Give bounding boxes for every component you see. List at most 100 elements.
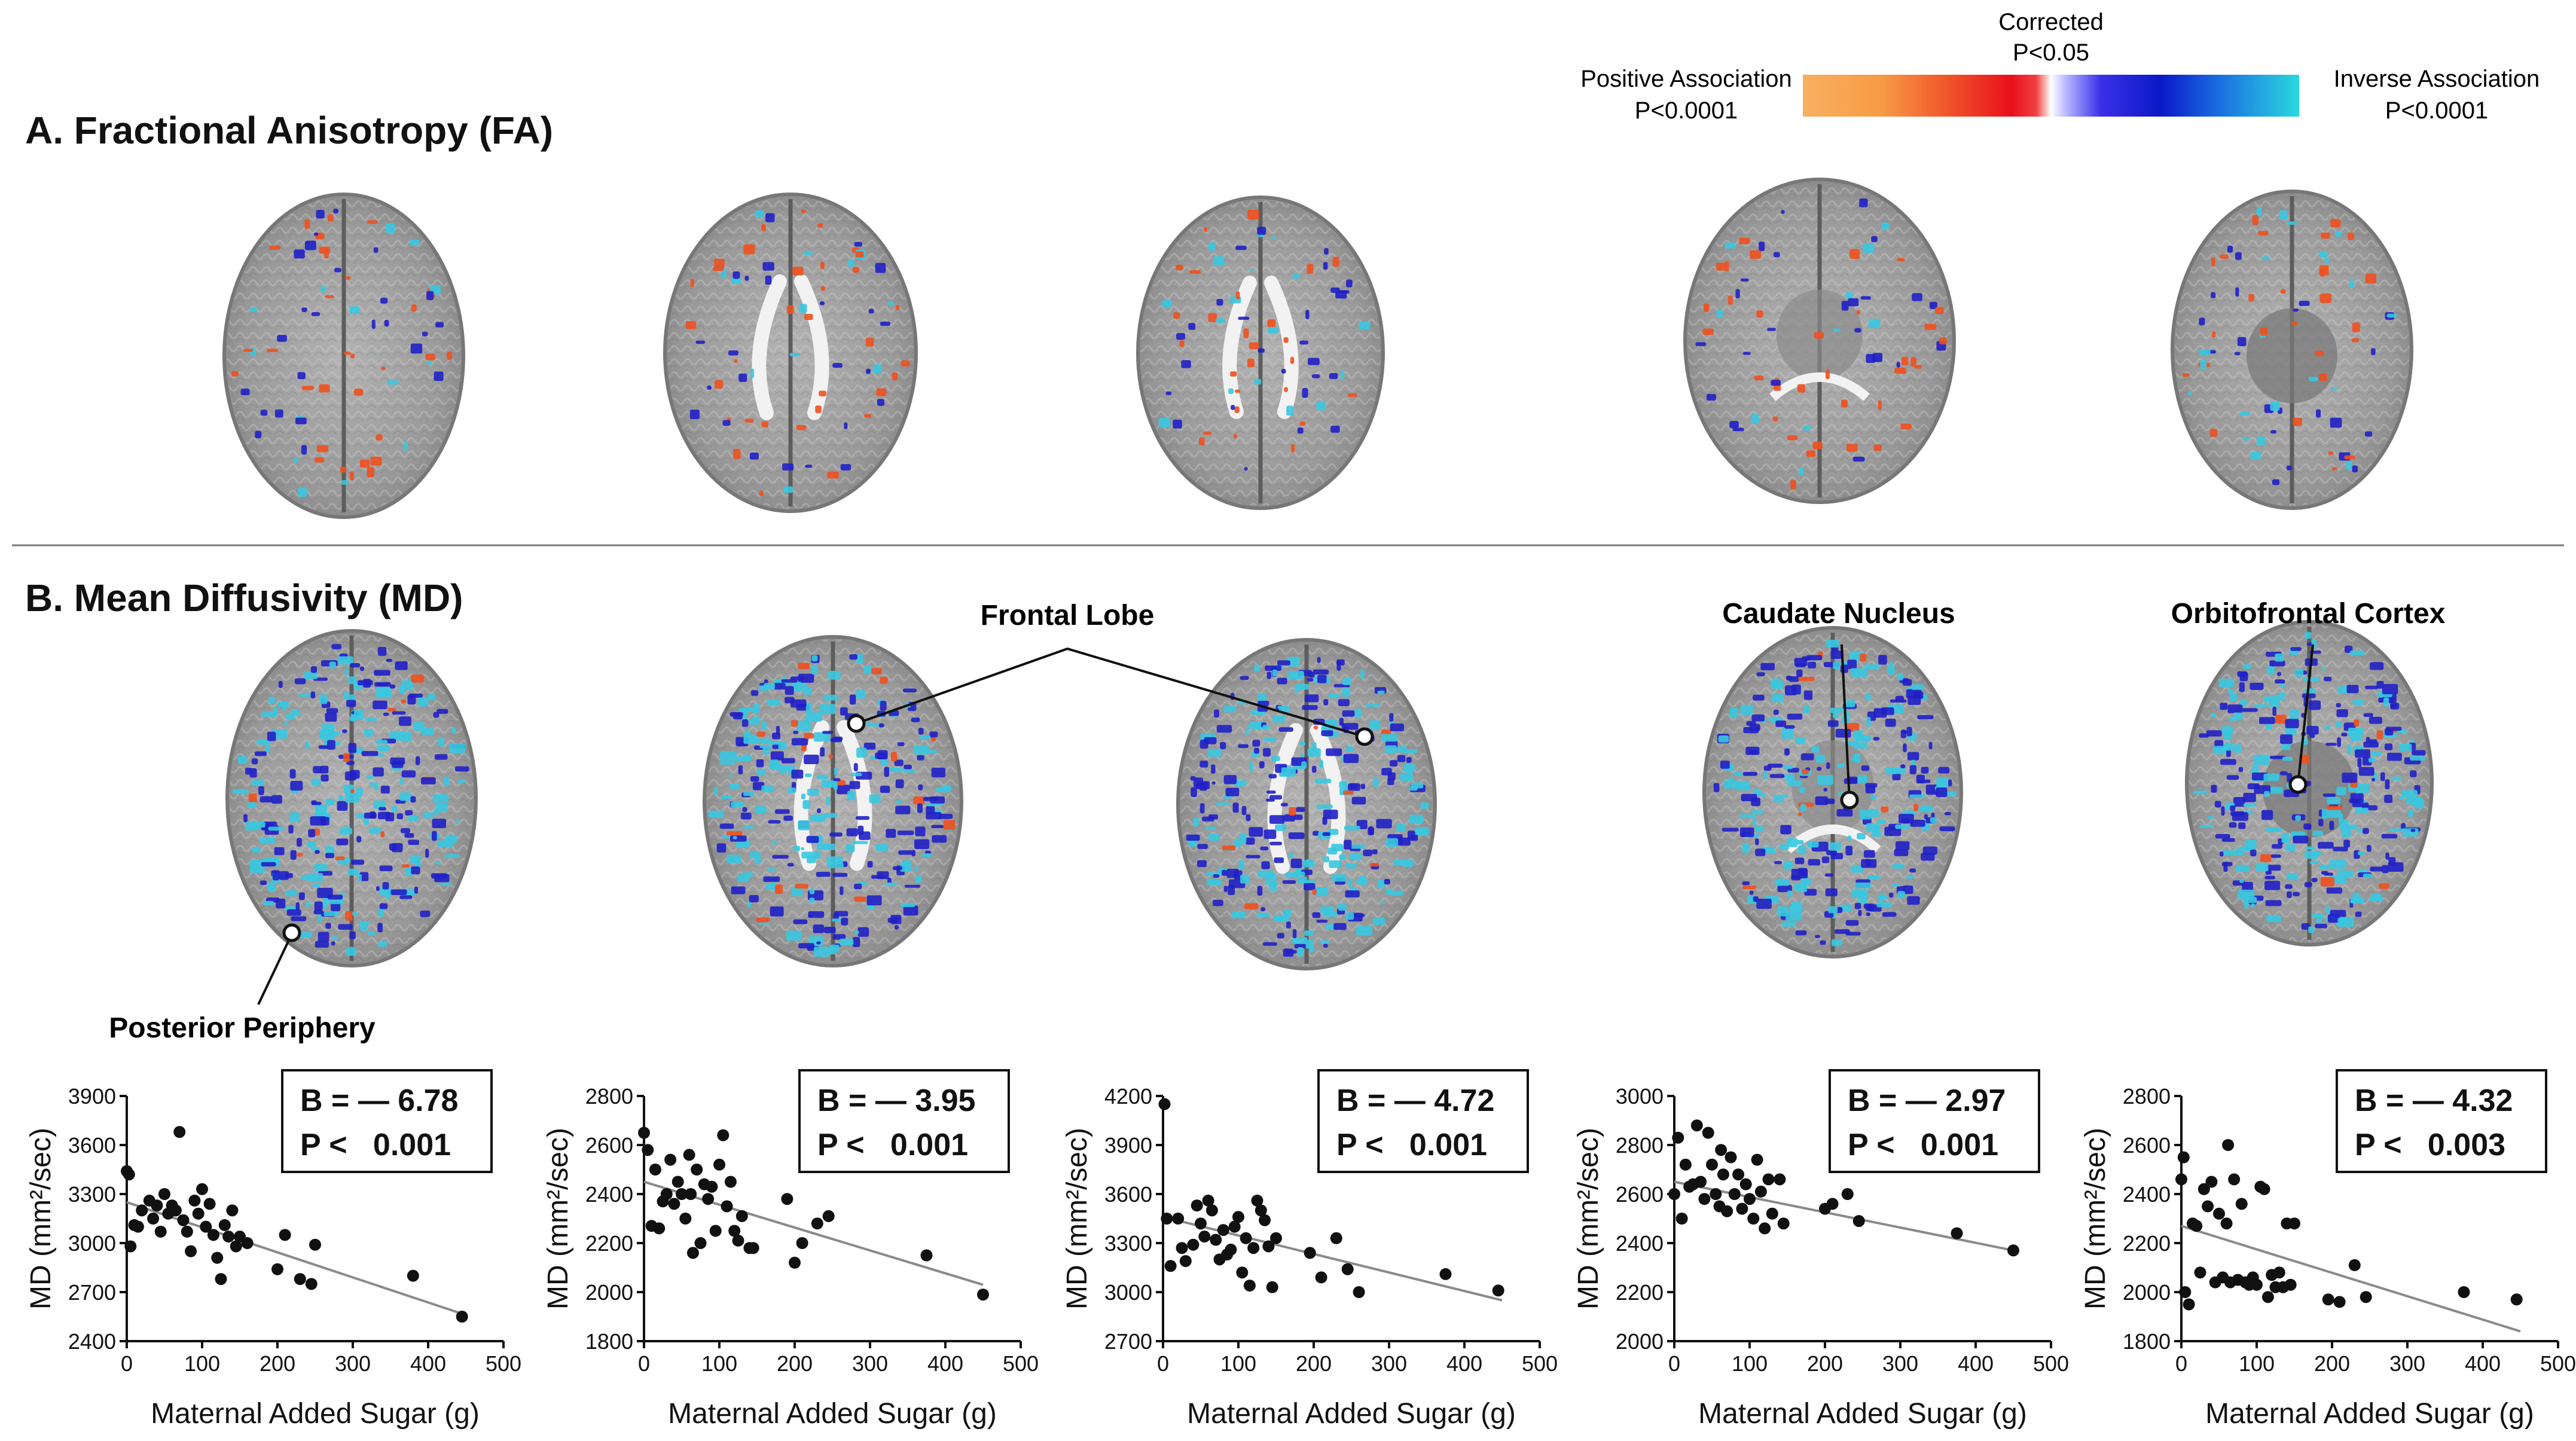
md-brain-slice-2-cluster <box>926 812 942 820</box>
md-brain-slice-2-cluster <box>856 816 870 820</box>
data-point <box>638 1126 650 1139</box>
md-brain-slice-2-cluster <box>779 767 787 774</box>
md-brain-slice-2-cluster <box>924 850 932 854</box>
md-brain-slice-3-cluster <box>1211 764 1216 774</box>
caudate-nucleus-label: Caudate Nucleus <box>1722 598 1955 630</box>
md-brain-slice-4-cluster <box>1877 819 1886 824</box>
data-point <box>1247 1242 1260 1254</box>
md-brain-slice-3-cluster <box>1265 874 1277 881</box>
md-brain-slice-1-cluster <box>386 658 393 663</box>
md-brain-slice-4-cluster <box>1753 694 1765 701</box>
md-brain-slice-1-cluster <box>365 718 377 721</box>
md-brain-slice-5-cluster <box>2250 682 2264 690</box>
md-brain-slice-3-cluster <box>1263 748 1271 757</box>
md-brain-slice-1-cluster <box>348 743 357 753</box>
fa-brain-slice-3-cluster <box>1272 236 1277 240</box>
fa-brain-slice-1-cluster <box>447 352 453 360</box>
data-point <box>1210 1234 1222 1246</box>
md-brain-slice-2-cluster <box>774 809 790 814</box>
md-brain-slice-3-cluster <box>1387 778 1394 786</box>
data-point <box>222 1231 235 1243</box>
md-brain-slice-2-cluster <box>731 801 744 808</box>
fa-brain-slice-2-cluster <box>722 420 731 426</box>
md-brain-slice-1-cluster <box>257 825 261 831</box>
x-tick-label: 400 <box>927 1351 963 1376</box>
md-brain-slice-2-cluster <box>823 813 837 818</box>
data-point <box>1161 1213 1173 1225</box>
md-brain-slice-3-cluster <box>1376 819 1392 829</box>
data-point <box>2202 1200 2214 1213</box>
md-brain-slice-3-cluster <box>1354 708 1362 718</box>
fa-brain-slice-4-cluster <box>1727 295 1733 305</box>
fa-brain-slice-4-cluster <box>1732 428 1744 432</box>
md-brain-slice-2-cluster <box>932 835 947 843</box>
md-brain-slice-5-cluster <box>2376 680 2384 689</box>
md-brain-slice-2-cluster <box>729 783 740 789</box>
md-brain-slice-1-cluster <box>444 854 460 858</box>
md-brain-slice-1-cluster <box>289 769 296 778</box>
md-brain-slice-2-cluster <box>809 888 815 894</box>
md-brain-slice-3-cluster <box>1234 838 1242 847</box>
data-point <box>2197 1183 2210 1195</box>
md-brain-slice-3-cluster <box>1299 741 1306 746</box>
md-brain-slice-3-cluster <box>1389 713 1394 722</box>
data-point <box>218 1219 231 1231</box>
md-brain-slice-3-cluster <box>1213 874 1220 878</box>
md-brain-slice-2-cluster <box>740 813 752 820</box>
md-brain-slice-2-cluster <box>772 732 781 740</box>
md-brain-slice-2-cluster <box>743 754 751 758</box>
md-brain-slice-5-cluster <box>2308 926 2315 933</box>
fa-brain-slice-1-cluster <box>386 223 395 234</box>
md-brain-slice-4-cluster <box>1756 672 1765 676</box>
md-brain-slice-4-cluster <box>1742 881 1750 886</box>
data-point <box>694 1237 707 1249</box>
md-brain-slice-3-cluster <box>1249 761 1253 772</box>
md-brain-slice-1-cluster <box>323 911 339 917</box>
md-brain-slice-3-cluster <box>1304 883 1316 891</box>
md-brain-slice-5-cluster <box>2221 806 2225 816</box>
md-brain-slice-2-cluster <box>743 791 755 796</box>
fa-brain-slice-4-cluster <box>1872 353 1883 362</box>
colorbar-positive-label: Positive Association <box>1580 66 1792 92</box>
md-brain-slice-2-cluster <box>791 886 803 896</box>
fa-brain-slice-5-cluster <box>2319 293 2331 303</box>
md-brain-slice-1-cluster <box>313 909 323 915</box>
fa-brain-slice-1-cluster <box>345 276 351 280</box>
fa-brain-slice-3-cluster <box>1290 356 1295 364</box>
md-brain-slice-5-cluster <box>2263 696 2278 703</box>
md-brain-slice-4-cluster <box>1921 806 1933 812</box>
md-brain-slice-4-cluster <box>1873 737 1880 741</box>
md-brain-slice-3-cluster <box>1323 944 1328 948</box>
md-brain-slice-3-cluster <box>1363 849 1372 856</box>
fa-brain-slice-5-cluster <box>2239 411 2250 416</box>
y-tick-label: 2200 <box>585 1231 633 1256</box>
fa-brain-slice-2-cluster <box>714 258 725 268</box>
md-brain-slice-4-cluster <box>1891 883 1900 887</box>
md-brain-slice-4-cluster <box>1794 737 1806 744</box>
md-brain-slice-4-cluster <box>1768 764 1783 768</box>
md-brain-slice-3-cluster <box>1396 824 1406 832</box>
md-brain-slice-1-cluster <box>352 911 358 916</box>
md-brain-slice-4-cluster <box>1749 890 1754 895</box>
md-brain-slice-3-cluster <box>1332 874 1347 882</box>
data-point <box>1353 1286 1365 1298</box>
fa-brain-slice-1-cluster <box>298 487 307 497</box>
md-brain-slice-3-cluster <box>1377 691 1385 694</box>
fa-brain-slice-1-cluster <box>319 384 330 393</box>
fa-brain-slice-1-cluster <box>367 220 378 224</box>
fa-brain-slice-5-cluster <box>2331 387 2338 390</box>
md-brain-slice-2-cluster <box>801 847 805 850</box>
md-brain-slice-5-cluster <box>2355 911 2362 917</box>
md-brain-slice-2-cluster <box>721 795 733 799</box>
md-brain-slice-1-cluster <box>454 766 469 772</box>
y-tick-label: 4200 <box>1104 1084 1152 1109</box>
md-brain-slice-2-cluster <box>748 719 760 725</box>
md-brain-slice-1-cluster <box>374 670 390 676</box>
md-brain-slice-1-cluster <box>261 862 276 867</box>
md-brain-slice-4-cluster <box>1800 753 1814 761</box>
fa-brain-slice-1-cluster <box>319 246 330 254</box>
fa-brain-slice-2-cluster <box>801 209 806 213</box>
data-point <box>1262 1240 1275 1253</box>
fa-brain-slice-5-cluster <box>2227 245 2233 253</box>
md-brain-slice-4-cluster <box>1752 817 1756 826</box>
